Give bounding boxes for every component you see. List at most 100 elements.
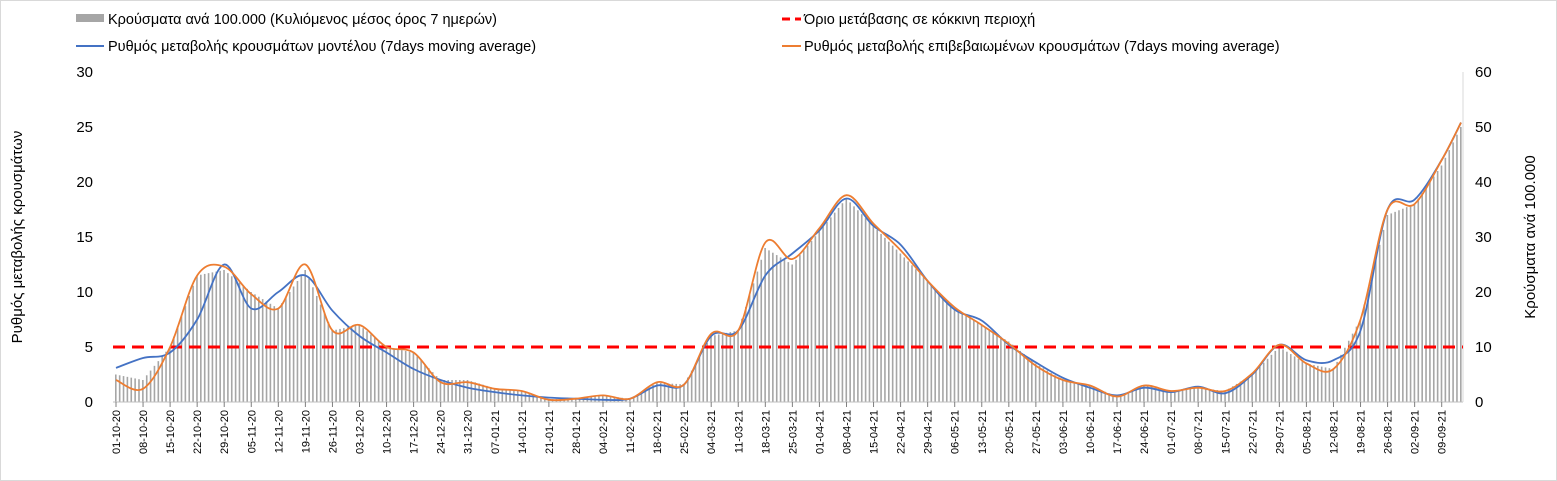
bar: [223, 270, 225, 402]
bar: [636, 394, 639, 402]
bar: [1003, 339, 1006, 402]
x-tick-label: 22-10-20: [192, 410, 204, 454]
bar: [165, 351, 167, 402]
bar: [605, 395, 608, 402]
bar: [1278, 347, 1280, 402]
bar: [1150, 387, 1153, 402]
bar: [752, 283, 755, 402]
bar: [1085, 384, 1087, 402]
bar: [872, 226, 875, 402]
bar: [404, 350, 407, 402]
bar: [980, 325, 983, 402]
bar: [385, 347, 388, 402]
bar: [1231, 386, 1234, 402]
x-tick-label: 02-09-21: [1410, 410, 1422, 454]
x-tick-label: 04-02-21: [598, 410, 610, 454]
bar: [1421, 193, 1423, 402]
bar: [451, 380, 453, 402]
bar: [1251, 374, 1253, 402]
bar: [690, 370, 693, 402]
bar: [775, 255, 778, 402]
bar: [516, 390, 519, 402]
y-tick-label: 15: [76, 229, 93, 246]
y-tick-label: 30: [76, 64, 93, 81]
bar: [1259, 366, 1261, 402]
bar: [1301, 361, 1304, 402]
bar: [412, 352, 415, 402]
bar: [1181, 389, 1184, 402]
x-tick-label: 03-06-21: [1058, 410, 1070, 454]
bar: [1266, 358, 1269, 402]
bar: [895, 249, 898, 402]
bar: [656, 382, 658, 402]
bar: [358, 325, 361, 402]
bar: [1371, 274, 1373, 402]
bar: [756, 271, 759, 402]
bar: [744, 306, 747, 402]
bar: [721, 333, 724, 402]
bar: [312, 287, 314, 402]
bar: [629, 398, 631, 402]
bar: [327, 321, 330, 402]
bar: [918, 273, 921, 402]
bar: [1069, 381, 1072, 402]
bar: [497, 388, 500, 402]
bar: [1347, 340, 1350, 402]
bar: [710, 336, 712, 402]
bar: [227, 273, 229, 402]
bar: [787, 262, 790, 402]
bar: [1123, 393, 1126, 402]
bar: [520, 391, 523, 402]
x-tick-label: 14-01-21: [517, 410, 529, 454]
bar: [1000, 336, 1002, 402]
bar: [1193, 388, 1195, 402]
bar: [180, 316, 183, 402]
bar: [945, 300, 948, 402]
bar: [741, 318, 743, 402]
legend-threshold-label: Όριο μετάβασης σε κόκκινη περιοχή: [803, 12, 1035, 28]
y2-tick-label: 40: [1475, 174, 1492, 191]
bar: [864, 218, 867, 402]
bar: [1061, 380, 1064, 402]
bar: [269, 303, 272, 402]
bar: [1131, 390, 1134, 402]
bar: [420, 360, 422, 402]
bar: [779, 257, 782, 402]
bar: [207, 273, 210, 402]
bar: [1065, 380, 1068, 402]
x-tick-label: 07-01-21: [490, 410, 502, 454]
x-tick-label: 05-08-21: [1301, 410, 1313, 454]
y-tick-label: 0: [85, 394, 93, 411]
bar: [308, 278, 310, 402]
bar: [238, 282, 241, 402]
bar: [273, 306, 276, 402]
bar: [988, 329, 991, 402]
bar: [1239, 381, 1242, 402]
bar: [304, 270, 306, 402]
bar: [439, 380, 442, 402]
bar: [296, 281, 299, 402]
bar: [644, 389, 647, 402]
bar: [706, 342, 708, 402]
bar: [1166, 390, 1168, 402]
bar: [891, 245, 894, 402]
x-tick-label: 01-04-21: [814, 410, 826, 454]
bar: [122, 376, 125, 402]
bar: [1417, 198, 1420, 402]
bar: [1382, 229, 1385, 402]
bar: [802, 250, 805, 402]
x-tick-label: 24-12-20: [436, 410, 448, 454]
bar: [1332, 369, 1335, 402]
bar: [435, 376, 438, 402]
bar: [1058, 377, 1060, 402]
bar: [857, 210, 859, 402]
bar: [1204, 388, 1207, 402]
x-tick-label: 29-07-21: [1274, 410, 1286, 454]
bar: [1096, 388, 1099, 402]
bar: [466, 380, 469, 402]
bar: [513, 390, 515, 402]
bar: [675, 383, 678, 402]
bar: [300, 275, 303, 402]
bar: [1317, 365, 1319, 402]
bar: [1027, 357, 1029, 402]
